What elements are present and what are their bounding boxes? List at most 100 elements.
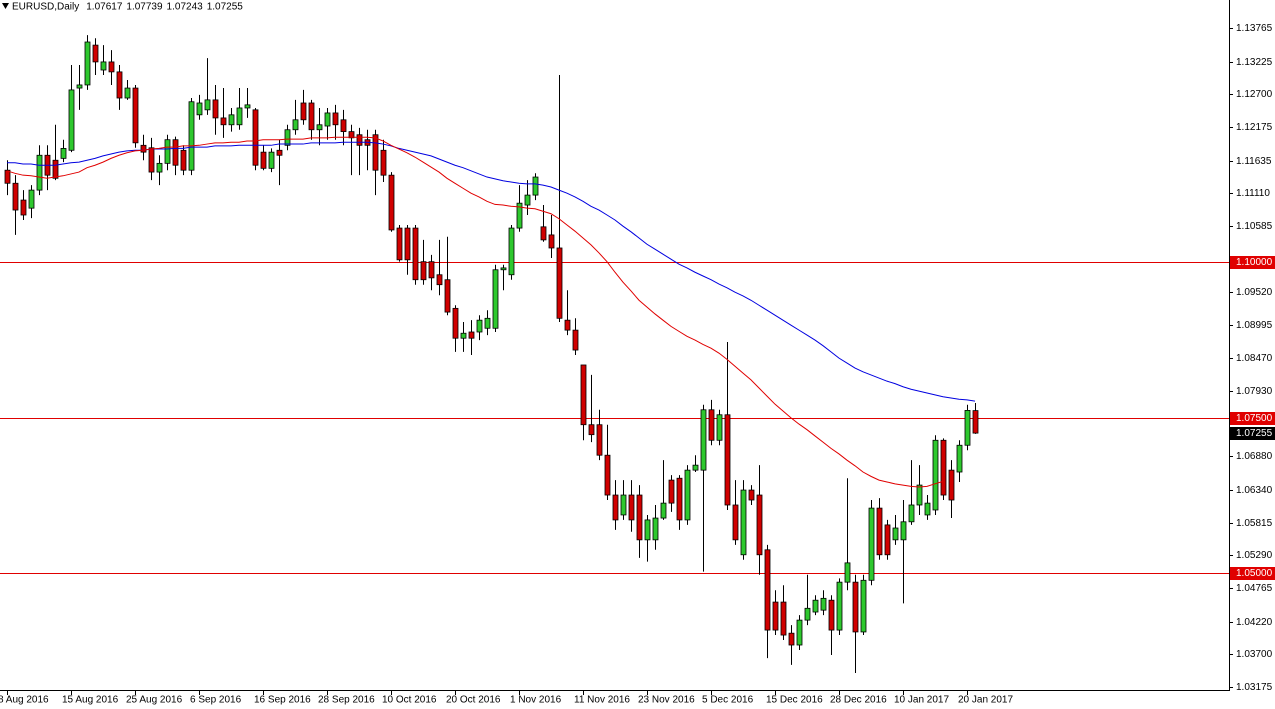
header-close: 1.07255: [207, 2, 244, 13]
candle-body: [380, 149, 387, 176]
candle-body: [204, 99, 211, 111]
candle-body: [236, 107, 243, 126]
candle-body: [164, 139, 171, 164]
y-tick-label: 1.08995: [1236, 320, 1273, 331]
candle-body: [388, 174, 395, 231]
candle-body: [316, 124, 323, 131]
candle-body: [252, 109, 259, 166]
candle-body: [332, 112, 339, 126]
candle-body: [956, 444, 963, 473]
candle-body: [116, 71, 123, 99]
candle-body: [900, 521, 907, 541]
y-tick-label: 1.09520: [1236, 287, 1273, 298]
candle-body: [508, 227, 515, 276]
candle-body: [68, 89, 75, 151]
candle-body: [276, 149, 283, 156]
price-label: 1.07255: [1236, 428, 1273, 439]
candle-body: [692, 464, 699, 471]
candle-body: [4, 169, 11, 184]
x-tick-label: 10 Jan 2017: [894, 695, 949, 706]
candle-body: [628, 494, 635, 521]
x-tick-label: 15 Aug 2016: [62, 695, 119, 706]
candle-body: [292, 119, 299, 131]
candle-body: [244, 104, 251, 109]
y-tick-label: 1.07930: [1236, 386, 1273, 397]
y-tick-label: 1.12700: [1236, 89, 1273, 100]
candle-body: [108, 61, 115, 73]
candle-body: [620, 494, 627, 516]
candle-body: [860, 579, 867, 633]
candle-body: [668, 479, 675, 504]
x-tick-label: 20 Oct 2016: [446, 695, 501, 706]
candle-body: [740, 489, 747, 556]
candle-body: [412, 227, 419, 281]
candle-body: [532, 176, 539, 196]
candle-body: [724, 414, 731, 506]
x-tick-label: 15 Dec 2016: [766, 695, 823, 706]
candle-body: [948, 469, 955, 501]
candle-body: [828, 599, 835, 631]
candle-body: [572, 329, 579, 351]
candle-body: [804, 607, 811, 621]
candle-body: [636, 494, 643, 541]
average-line: [6, 136, 944, 488]
x-tick-label: 5 Dec 2016: [702, 695, 754, 706]
candle-body: [180, 149, 187, 171]
candle-body: [676, 477, 683, 521]
candle-body: [876, 507, 883, 556]
candle-body: [580, 364, 587, 426]
candle-body: [148, 147, 155, 173]
candle-body: [436, 274, 443, 286]
x-tick-label: 25 Aug 2016: [126, 695, 183, 706]
level-label-bg: [1230, 256, 1275, 269]
candle-body: [852, 581, 859, 633]
candle-body: [564, 319, 571, 331]
y-tick-label: 1.11110: [1236, 188, 1270, 199]
candle-body: [356, 134, 363, 146]
candle-body: [372, 134, 379, 171]
candle-body: [884, 524, 891, 556]
candle-body: [836, 581, 843, 631]
x-tick-label: 16 Sep 2016: [254, 695, 311, 706]
candle-body: [588, 424, 595, 436]
candle-body: [940, 439, 947, 496]
candle-body: [460, 332, 467, 339]
average-line: [7, 141, 976, 402]
candle-body: [28, 189, 35, 209]
y-tick-label: 1.04220: [1236, 617, 1273, 628]
candle-body: [924, 502, 931, 516]
header-open: 1.07617: [86, 2, 123, 13]
candle-body: [540, 226, 547, 241]
candle-body: [756, 494, 763, 556]
candle-body: [444, 279, 451, 313]
x-tick-label: 23 Nov 2016: [638, 695, 695, 706]
candle-body: [972, 410, 979, 434]
x-tick-label: 6 Sep 2016: [190, 695, 242, 706]
candle-body: [100, 61, 107, 71]
candle-body: [348, 131, 355, 139]
x-tick-label: 28 Sep 2016: [318, 695, 375, 706]
level-label: 1.10000: [1236, 257, 1273, 268]
candle-body: [916, 484, 923, 506]
candle-body: [284, 129, 291, 146]
candle-body: [596, 424, 603, 456]
chart-title: EURUSD,Daily: [12, 2, 79, 13]
candle-body: [420, 261, 427, 281]
candle-body: [84, 41, 91, 86]
candle-body: [12, 182, 19, 211]
candle-body: [500, 267, 507, 271]
candle-body: [92, 44, 99, 63]
candle-body: [484, 317, 491, 329]
level-label-bg: [1230, 412, 1275, 425]
y-tick-label: 1.10585: [1236, 221, 1273, 232]
candle-body: [188, 101, 195, 171]
candle-body: [404, 227, 411, 261]
y-tick-label: 1.11635: [1236, 156, 1272, 167]
candle-body: [772, 601, 779, 631]
candle-body: [700, 409, 707, 471]
x-tick-label: 20 Jan 2017: [958, 695, 1013, 706]
x-tick-label: 11 Nov 2016: [574, 695, 630, 706]
candle-body: [892, 527, 899, 541]
candle-body: [612, 494, 619, 521]
candle-body: [228, 114, 235, 126]
